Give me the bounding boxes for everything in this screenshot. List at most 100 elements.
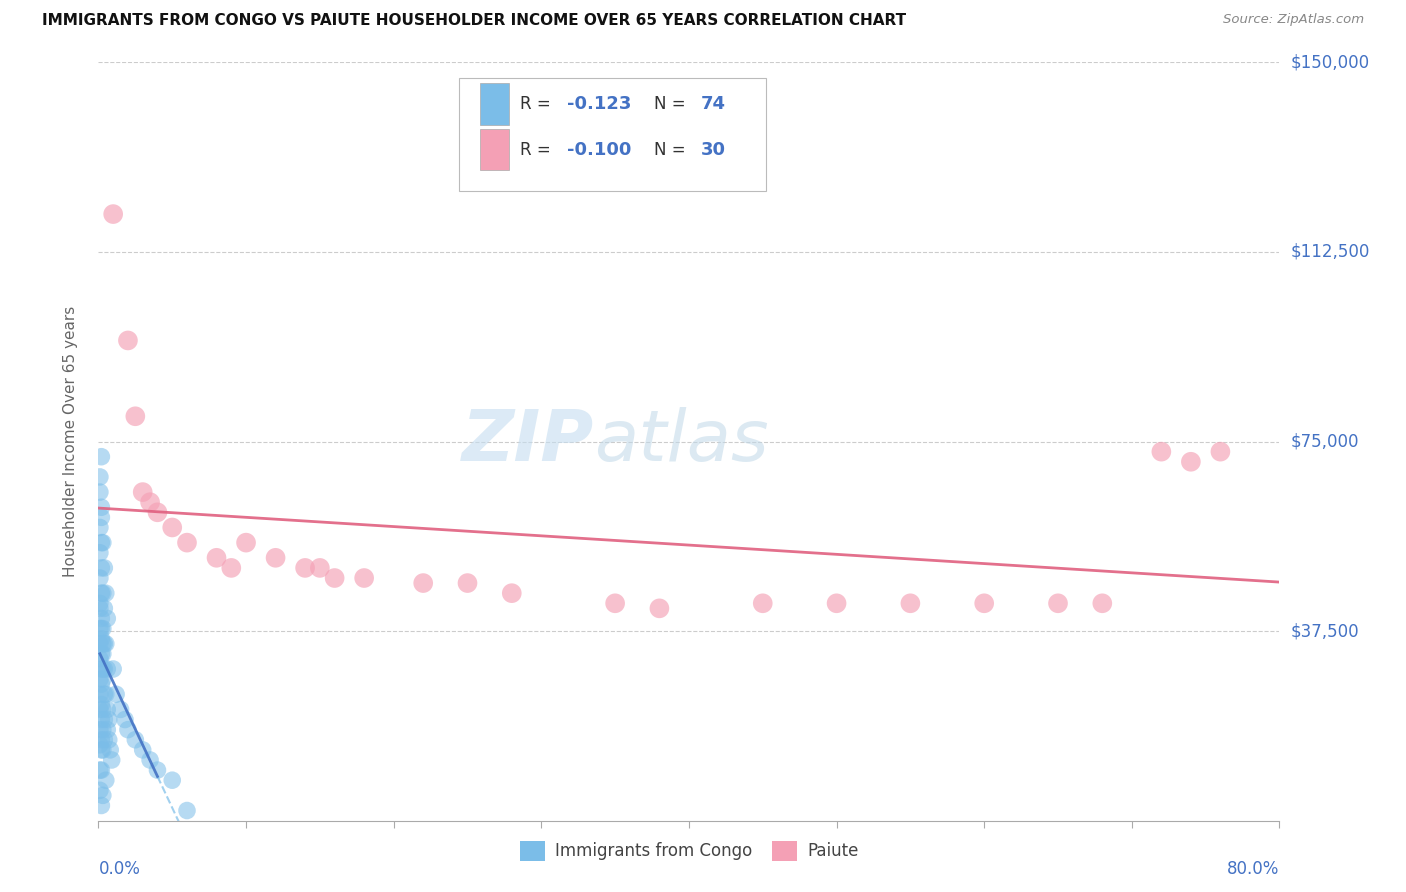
Point: [124, 409, 146, 424]
Text: IMMIGRANTS FROM CONGO VS PAIUTE HOUSEHOLDER INCOME OVER 65 YEARS CORRELATION CHA: IMMIGRANTS FROM CONGO VS PAIUTE HOUSEHOL…: [42, 13, 907, 29]
Text: 30: 30: [700, 141, 725, 159]
Point: [1046, 596, 1070, 610]
Point: [96, 723, 118, 737]
Point: [103, 662, 125, 676]
Text: atlas: atlas: [595, 407, 769, 476]
Text: 80.0%: 80.0%: [1227, 860, 1279, 878]
Point: [264, 550, 287, 565]
Point: [94, 637, 117, 651]
Point: [93, 561, 115, 575]
Point: [93, 662, 115, 676]
Point: [90, 535, 112, 549]
Point: [457, 576, 479, 591]
Text: -0.123: -0.123: [567, 95, 631, 113]
Point: [91, 662, 114, 676]
Point: [91, 789, 114, 803]
Point: [93, 601, 115, 615]
Point: [235, 535, 257, 549]
Point: [176, 535, 198, 549]
Point: [117, 334, 139, 348]
Point: [1091, 596, 1114, 610]
Point: [97, 732, 120, 747]
Point: [132, 485, 155, 500]
Point: [89, 637, 111, 651]
Y-axis label: Householder Income Over 65 years: Householder Income Over 65 years: [63, 306, 77, 577]
Text: 0.0%: 0.0%: [98, 860, 141, 878]
Point: [94, 586, 117, 600]
Point: [90, 561, 112, 575]
Point: [146, 505, 169, 519]
Point: [90, 698, 112, 712]
Point: [91, 622, 114, 636]
Point: [114, 713, 136, 727]
Text: R =: R =: [520, 95, 555, 113]
Point: [89, 687, 111, 701]
Point: [90, 622, 112, 636]
Text: $37,500: $37,500: [1291, 622, 1360, 640]
Point: [91, 535, 114, 549]
Text: R =: R =: [520, 141, 555, 159]
Text: ZIP: ZIP: [463, 407, 595, 476]
Text: Source: ZipAtlas.com: Source: ZipAtlas.com: [1223, 13, 1364, 27]
Point: [89, 738, 111, 752]
Point: [90, 732, 112, 747]
Point: [93, 732, 115, 747]
Point: [648, 601, 671, 615]
FancyBboxPatch shape: [479, 128, 509, 170]
Text: -0.100: -0.100: [567, 141, 631, 159]
Point: [90, 500, 112, 515]
Point: [91, 672, 114, 686]
Point: [176, 804, 198, 818]
Point: [117, 723, 139, 737]
Point: [91, 702, 114, 716]
Point: [89, 783, 111, 797]
Point: [139, 753, 162, 767]
Point: [98, 743, 121, 757]
Point: [162, 520, 183, 534]
Point: [91, 586, 114, 600]
Point: [110, 702, 132, 716]
Point: [96, 702, 118, 716]
Point: [89, 622, 111, 636]
Point: [139, 495, 162, 509]
Point: [89, 652, 111, 666]
Point: [91, 647, 114, 661]
Point: [900, 596, 922, 610]
Point: [221, 561, 243, 575]
Point: [96, 611, 118, 625]
Point: [294, 561, 316, 575]
Point: [105, 687, 128, 701]
Point: [94, 687, 117, 701]
Point: [89, 485, 111, 500]
Point: [124, 732, 146, 747]
Point: [205, 550, 228, 565]
Point: [90, 677, 112, 691]
Point: [90, 611, 112, 625]
Point: [90, 632, 112, 646]
Point: [1180, 455, 1202, 469]
Point: [89, 470, 111, 484]
Point: [90, 798, 112, 813]
Point: [323, 571, 346, 585]
Point: [973, 596, 995, 610]
Point: [89, 763, 111, 777]
Text: $150,000: $150,000: [1291, 54, 1369, 71]
Point: [825, 596, 848, 610]
Point: [93, 687, 115, 701]
Point: [412, 576, 434, 591]
Point: [91, 743, 114, 757]
Legend: Immigrants from Congo, Paiute: Immigrants from Congo, Paiute: [512, 832, 866, 869]
Point: [605, 596, 627, 610]
Point: [501, 586, 523, 600]
Point: [103, 207, 125, 221]
Point: [89, 596, 111, 610]
Point: [132, 743, 155, 757]
Point: [93, 637, 115, 651]
Point: [752, 596, 775, 610]
Point: [93, 713, 115, 727]
Point: [89, 723, 111, 737]
FancyBboxPatch shape: [458, 78, 766, 191]
Point: [1150, 444, 1173, 458]
Point: [90, 450, 112, 464]
Point: [91, 723, 114, 737]
